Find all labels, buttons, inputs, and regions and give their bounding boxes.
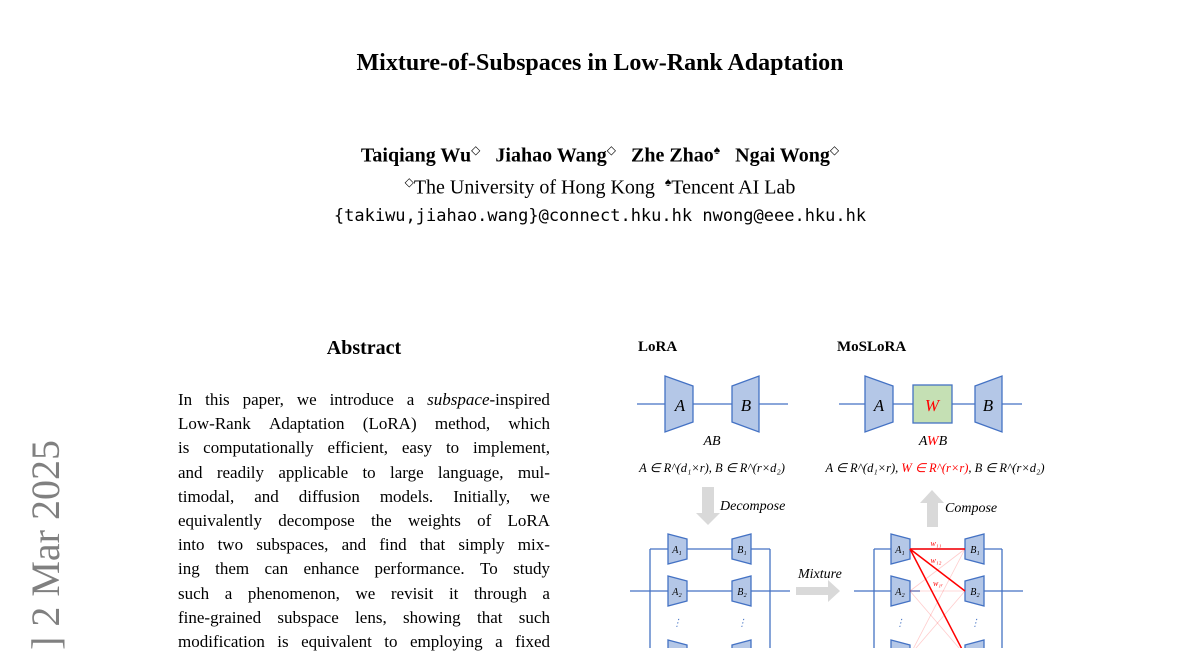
author: Jiahao Wang: [495, 144, 607, 167]
lora-equation: A ∈ R^(d₁×r), B ∈ R^(r×d₂): [638, 461, 785, 475]
b1-label: B₁: [737, 545, 747, 556]
label-b: B: [983, 396, 994, 415]
svg-text:⋮: ⋮: [895, 618, 905, 629]
abstract-line: modification is equivalent to employing a fixe…: [178, 632, 550, 652]
emails: {takiwu,jiahao.wang}@connect.hku.hk nwon…: [333, 206, 867, 226]
abstract-line: fine-grained subspace lens, showing that such: [178, 607, 550, 627]
author-mark: ◇: [471, 143, 481, 157]
abstract-line: timodal, and diffusion models. Initially, we: [178, 486, 550, 506]
arxiv-stamp: ] 2 Mar 2025: [23, 440, 68, 650]
matrix-b-block: [974, 375, 1003, 433]
author: Taiqiang Wu: [360, 144, 472, 167]
mixture-arrow: [796, 580, 840, 602]
a2-label: A₂: [894, 587, 905, 598]
a1-label: A₁: [671, 545, 682, 556]
paper-title: Mixture-of-Subspaces in Low-Rank Adaptat…: [356, 50, 844, 76]
abstract-body: In this paper, we introduce a subspace-inspire…: [178, 388, 550, 654]
abstract-line: Low-Rank Adaptation (LoRA) method, which: [178, 414, 550, 434]
label-a: A: [873, 396, 885, 415]
affiliations: ◇The University of Hong Kong ♠Tencent AI…: [0, 175, 1200, 200]
a1-label: A₁: [894, 545, 905, 556]
affiliation: Tencent AI Lab: [671, 176, 796, 199]
abstract-line: into two subspaces, and find that simply mix-: [178, 535, 550, 555]
label-w: W: [925, 396, 941, 415]
label-b: B: [741, 396, 752, 415]
abstract-heading: Abstract: [326, 337, 402, 359]
moslora-label: MoSLoRA: [837, 339, 906, 355]
author-mark: ◇: [606, 143, 616, 157]
w1r-label: w₁ᵣ: [933, 579, 943, 588]
moslora-equation: A ∈ R^(d₁×r), W ∈ R^(r×r), B ∈ R^(r×d₂): [824, 461, 1044, 475]
abstract-line: is computationally efficient, easy to impleme…: [178, 438, 550, 458]
compose-label: Compose: [945, 501, 997, 516]
abstract-line: In this paper, we introduce a subspace-inspire…: [178, 390, 550, 409]
mixture-label: Mixture: [797, 567, 842, 582]
label-a: A: [674, 396, 686, 415]
abstract-line: ing them can enhance performance. To study: [178, 559, 550, 579]
affiliation: The University of Hong Kong: [413, 176, 655, 199]
w12-label: w₁₂: [931, 556, 942, 565]
compose-arrow: [920, 490, 944, 527]
b1-label: B₁: [970, 545, 980, 556]
decompose-label: Decompose: [719, 499, 785, 514]
abstract-line: and readily applicable to large language, mul-: [178, 462, 550, 482]
author: Ngai Wong: [735, 144, 830, 167]
abstract-line: such a phenomenon, we revisit it through a: [178, 583, 550, 603]
affil-mark: ◇: [404, 175, 414, 189]
matrix-a-block: [864, 375, 894, 433]
svg-text:⋮: ⋮: [672, 618, 682, 629]
moslora-figure: LoRA MoSLoRA A B A W B AB AWB A ∈ R^(d₁×…: [630, 339, 1045, 648]
abstract-line: equivalently decompose the weights of LoRA: [178, 511, 550, 531]
b2-label: B₂: [737, 587, 747, 598]
a2-label: A₂: [671, 587, 682, 598]
svg-text:⋮: ⋮: [970, 618, 980, 629]
svg-text:⋮: ⋮: [737, 618, 747, 629]
b2-label: B₂: [970, 587, 980, 598]
ab-label: AB: [702, 434, 721, 449]
author: Zhe Zhao: [630, 144, 714, 167]
lora-label: LoRA: [638, 339, 677, 355]
author-mark: ♠: [713, 143, 721, 157]
authors: Taiqiang Wu◇ Jiahao Wang◇ Zhe Zhao♠ Ngai…: [0, 143, 1200, 168]
w11-label: w₁₁: [931, 539, 942, 548]
awb-label: AWB: [918, 434, 948, 449]
affil-mark: ♠: [664, 175, 672, 189]
matrix-b-block: [731, 375, 760, 433]
author-mark: ◇: [829, 143, 840, 157]
decompose-arrow: [696, 487, 720, 525]
matrix-a-block: [664, 375, 694, 433]
matrix-w-block: [912, 384, 953, 424]
